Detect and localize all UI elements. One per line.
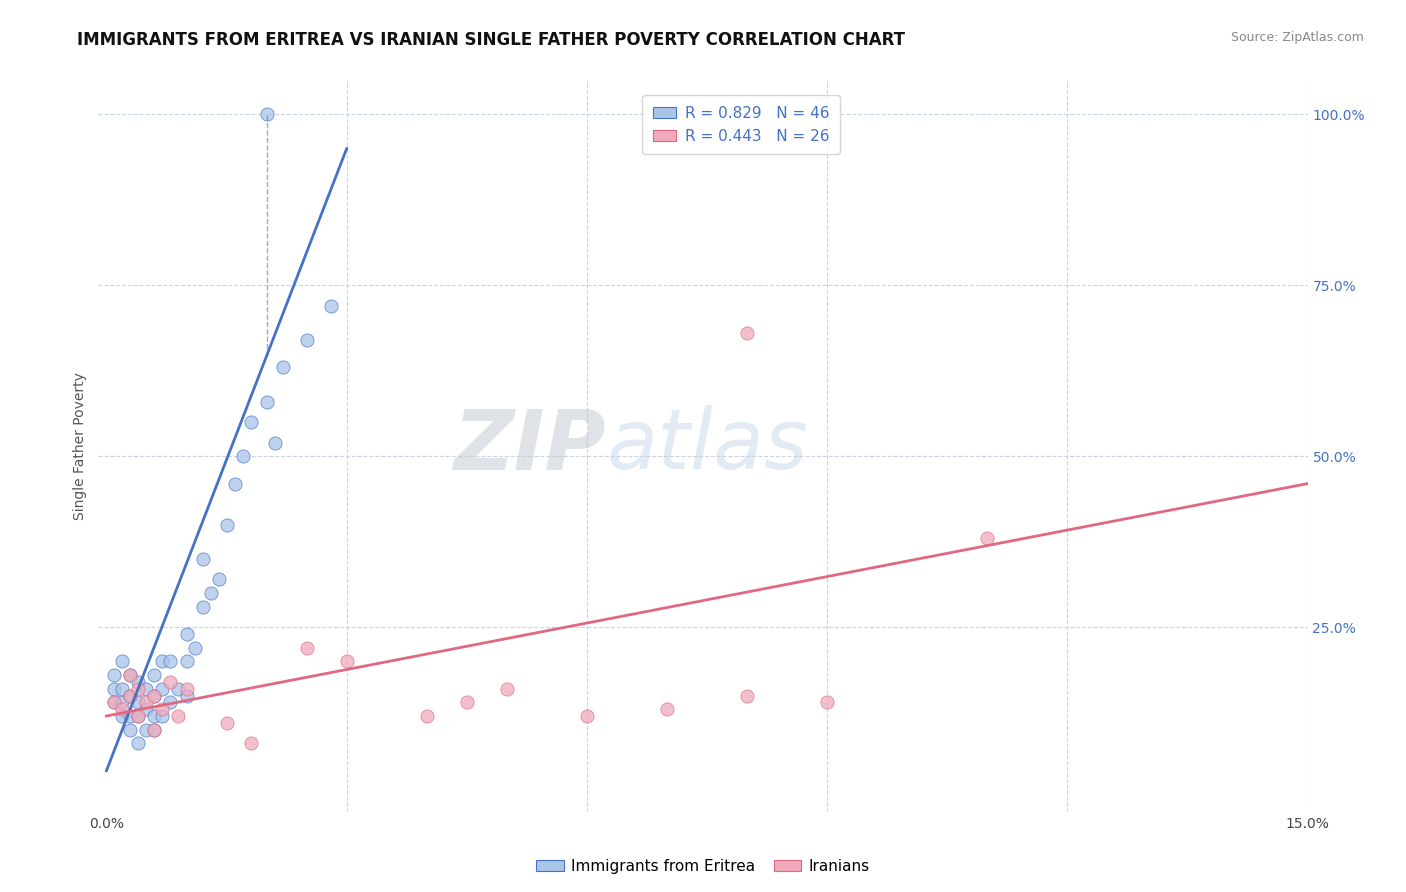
Point: [159, 654, 181, 668]
Point: [176, 689, 198, 703]
Point: [143, 689, 166, 703]
Point: [815, 695, 838, 709]
Point: [655, 702, 678, 716]
Point: [135, 723, 157, 737]
Point: [159, 674, 181, 689]
Point: [239, 736, 262, 750]
Point: [127, 709, 149, 723]
Point: [224, 476, 246, 491]
Legend: Immigrants from Eritrea, Iranians: Immigrants from Eritrea, Iranians: [530, 853, 876, 880]
Point: [152, 709, 174, 723]
Point: [135, 702, 157, 716]
Point: [263, 435, 285, 450]
Point: [167, 709, 190, 723]
Point: [152, 654, 174, 668]
Point: [143, 723, 166, 737]
Point: [127, 695, 149, 709]
Point: [256, 107, 278, 121]
Text: ZIP: ZIP: [454, 406, 606, 486]
Point: [111, 681, 134, 696]
Text: IMMIGRANTS FROM ERITREA VS IRANIAN SINGLE FATHER POVERTY CORRELATION CHART: IMMIGRANTS FROM ERITREA VS IRANIAN SINGL…: [77, 31, 905, 49]
Point: [976, 531, 998, 545]
Point: [191, 599, 214, 614]
Point: [127, 709, 149, 723]
Point: [319, 299, 342, 313]
Point: [575, 709, 598, 723]
Point: [176, 681, 198, 696]
Point: [176, 654, 198, 668]
Point: [239, 415, 262, 429]
Point: [207, 572, 229, 586]
Point: [120, 689, 142, 703]
Point: [120, 668, 142, 682]
Point: [127, 674, 149, 689]
Text: atlas: atlas: [606, 406, 808, 486]
Point: [176, 627, 198, 641]
Point: [111, 709, 134, 723]
Point: [295, 333, 318, 347]
Point: [159, 695, 181, 709]
Point: [416, 709, 439, 723]
Point: [135, 695, 157, 709]
Point: [295, 640, 318, 655]
Y-axis label: Single Father Poverty: Single Father Poverty: [73, 372, 87, 520]
Point: [111, 654, 134, 668]
Point: [256, 394, 278, 409]
Point: [271, 360, 294, 375]
Legend: R = 0.829   N = 46, R = 0.443   N = 26: R = 0.829 N = 46, R = 0.443 N = 26: [643, 95, 841, 154]
Point: [135, 681, 157, 696]
Point: [111, 702, 134, 716]
Point: [336, 654, 359, 668]
Point: [120, 689, 142, 703]
Point: [127, 736, 149, 750]
Point: [495, 681, 517, 696]
Point: [215, 517, 238, 532]
Point: [143, 668, 166, 682]
Point: [127, 681, 149, 696]
Point: [735, 689, 758, 703]
Point: [111, 695, 134, 709]
Point: [152, 681, 174, 696]
Point: [120, 723, 142, 737]
Point: [167, 681, 190, 696]
Point: [183, 640, 205, 655]
Point: [120, 668, 142, 682]
Point: [143, 689, 166, 703]
Point: [143, 709, 166, 723]
Point: [232, 449, 254, 463]
Point: [120, 709, 142, 723]
Point: [103, 695, 125, 709]
Point: [735, 326, 758, 341]
Point: [200, 586, 222, 600]
Point: [103, 668, 125, 682]
Point: [143, 723, 166, 737]
Point: [191, 551, 214, 566]
Point: [103, 695, 125, 709]
Point: [152, 702, 174, 716]
Point: [215, 715, 238, 730]
Point: [103, 681, 125, 696]
Text: Source: ZipAtlas.com: Source: ZipAtlas.com: [1230, 31, 1364, 45]
Point: [456, 695, 478, 709]
